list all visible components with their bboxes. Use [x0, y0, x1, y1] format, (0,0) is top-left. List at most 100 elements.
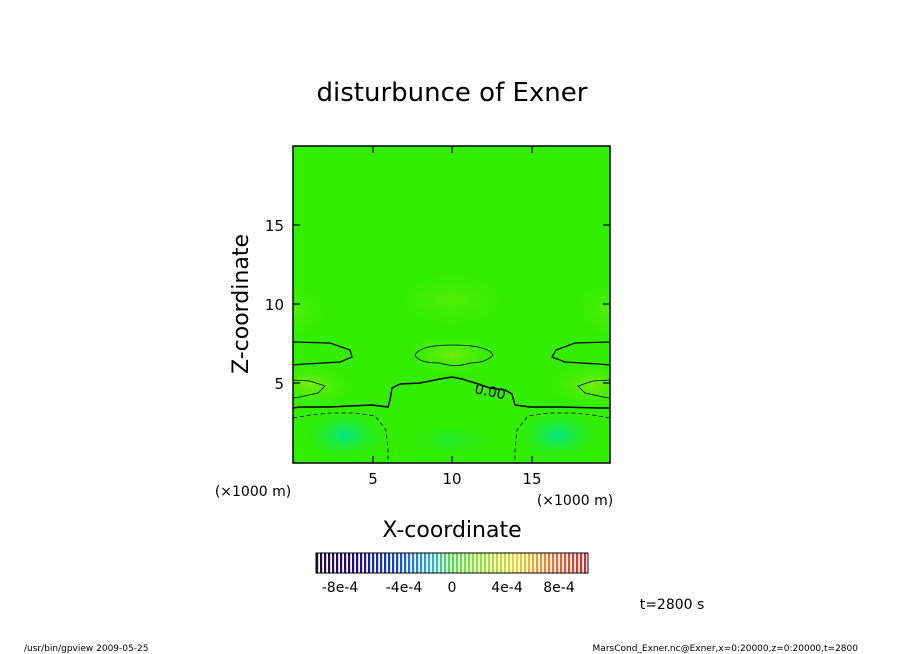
plot-area: [293, 146, 610, 463]
y-tick-label: 15: [265, 217, 284, 235]
y-tick-label: 5: [274, 375, 284, 393]
contour-positive-left: [293, 341, 353, 366]
x-tick-label: 15: [522, 470, 541, 488]
contour-positive-right: [551, 341, 610, 366]
colorbar-stripe: [360, 553, 363, 573]
colorbar-stripe: [452, 553, 455, 573]
colorbar-stripe: [532, 553, 535, 573]
colorbar-stripe: [412, 553, 415, 573]
colorbar-tick-label: 4e-4: [491, 580, 523, 596]
contour-positive-left-low: [293, 379, 326, 399]
colorbar-stripe: [516, 553, 519, 573]
x-unit-label: (×1000 m): [537, 493, 613, 509]
contour-zero: [293, 376, 610, 409]
colorbar-stripe: [552, 553, 555, 573]
colorbar-stripe: [584, 553, 587, 573]
footer-left: /usr/bin/gpview 2009-05-25: [24, 644, 148, 654]
chart-title: disturbunce of Exner: [317, 78, 588, 108]
colorbar-stripe: [448, 553, 451, 573]
colorbar-tick-label: -4e-4: [386, 580, 423, 596]
field-positive-center: [402, 335, 502, 375]
colorbar-stripe: [528, 553, 531, 573]
x-tick-label: 10: [442, 470, 461, 488]
colorbar-stripe: [488, 553, 491, 573]
y-tick-label: 10: [265, 296, 284, 314]
colorbar-tick-label: -8e-4: [322, 580, 359, 596]
field-negative-right: [508, 405, 608, 463]
colorbar-stripe: [540, 553, 543, 573]
colorbar-stripe: [468, 553, 471, 573]
colorbar-stripe: [352, 553, 355, 573]
colorbar-stripe: [328, 553, 331, 573]
contour-negative-left: [293, 412, 389, 463]
colorbar-stripe: [336, 553, 339, 573]
colorbar-stripe: [524, 553, 527, 573]
colorbar-stripe: [580, 553, 583, 573]
colorbar-stripe: [456, 553, 459, 573]
colorbar-frame: [315, 552, 589, 574]
contour-positive-right-low: [577, 379, 610, 399]
colorbar-stripe: [388, 553, 391, 573]
colorbar-stripe: [560, 553, 563, 573]
colorbar-stripe: [568, 553, 571, 573]
colorbar-stripe: [316, 553, 319, 573]
colorbar-stripe: [400, 553, 403, 573]
colorbar-stripe: [556, 553, 559, 573]
y-unit-label: (×1000 m): [215, 484, 291, 500]
colorbar-stripe: [392, 553, 395, 573]
colorbar-stripe: [340, 553, 343, 573]
colorbar-stripe: [544, 553, 547, 573]
colorbar-stripe: [444, 553, 447, 573]
colorbar-stripe: [368, 553, 371, 573]
field-shade-left-upper: [293, 280, 333, 340]
field-negative-left: [295, 405, 395, 463]
colorbar-stripe: [508, 553, 511, 573]
colorbar-stripe: [332, 553, 335, 573]
x-tick-label: 5: [368, 470, 378, 488]
colorbar-stripe: [364, 553, 367, 573]
colorbar-stripe: [420, 553, 423, 573]
colorbar-stripe: [384, 553, 387, 573]
contour-negative-right: [514, 412, 610, 463]
time-label: t=2800 s: [640, 597, 705, 613]
colorbar-stripe: [376, 553, 379, 573]
colorbar-stripe: [576, 553, 579, 573]
y-axis-label: Z-coordinate: [229, 234, 254, 374]
colorbar-stripe: [500, 553, 503, 573]
colorbar-stripe: [396, 553, 399, 573]
colorbar-stripe: [416, 553, 419, 573]
colorbar-stripe: [404, 553, 407, 573]
colorbar-stripe: [432, 553, 435, 573]
colorbar-stripe: [464, 553, 467, 573]
colorbar-stripe: [460, 553, 463, 573]
field-shade-right-upper: [570, 280, 610, 340]
colorbar-stripe: [472, 553, 475, 573]
colorbar-stripe: [436, 553, 439, 573]
colorbar-stripe: [512, 553, 515, 573]
colorbar-stripe: [572, 553, 575, 573]
colorbar-stripe: [356, 553, 359, 573]
contour-label: 0.00: [473, 381, 507, 403]
colorbar-stripe: [324, 553, 327, 573]
colorbar: [315, 552, 589, 574]
colorbar-stripe: [564, 553, 567, 573]
colorbar-stripe: [428, 553, 431, 573]
colorbar-stripe: [520, 553, 523, 573]
colorbar-stripe: [320, 553, 323, 573]
colorbar-stripe: [492, 553, 495, 573]
colorbar-stripe: [348, 553, 351, 573]
colorbar-stripe: [496, 553, 499, 573]
colorbar-stripe: [380, 553, 383, 573]
colorbar-stripe: [484, 553, 487, 573]
field-positive-left: [293, 360, 360, 410]
axis-ticks: [293, 146, 610, 463]
colorbar-stripe: [536, 553, 539, 573]
colorbar-stripe: [424, 553, 427, 573]
field-shade-upper: [392, 270, 512, 330]
footer-right: MarsCond_Exner.nc@Exner,x=0:20000,z=0:20…: [593, 644, 859, 654]
colorbar-stripe: [344, 553, 347, 573]
colorbar-tick-label: 8e-4: [543, 580, 575, 596]
colorbar-stripe: [408, 553, 411, 573]
colorbar-stripe: [548, 553, 551, 573]
colorbar-stripe: [476, 553, 479, 573]
